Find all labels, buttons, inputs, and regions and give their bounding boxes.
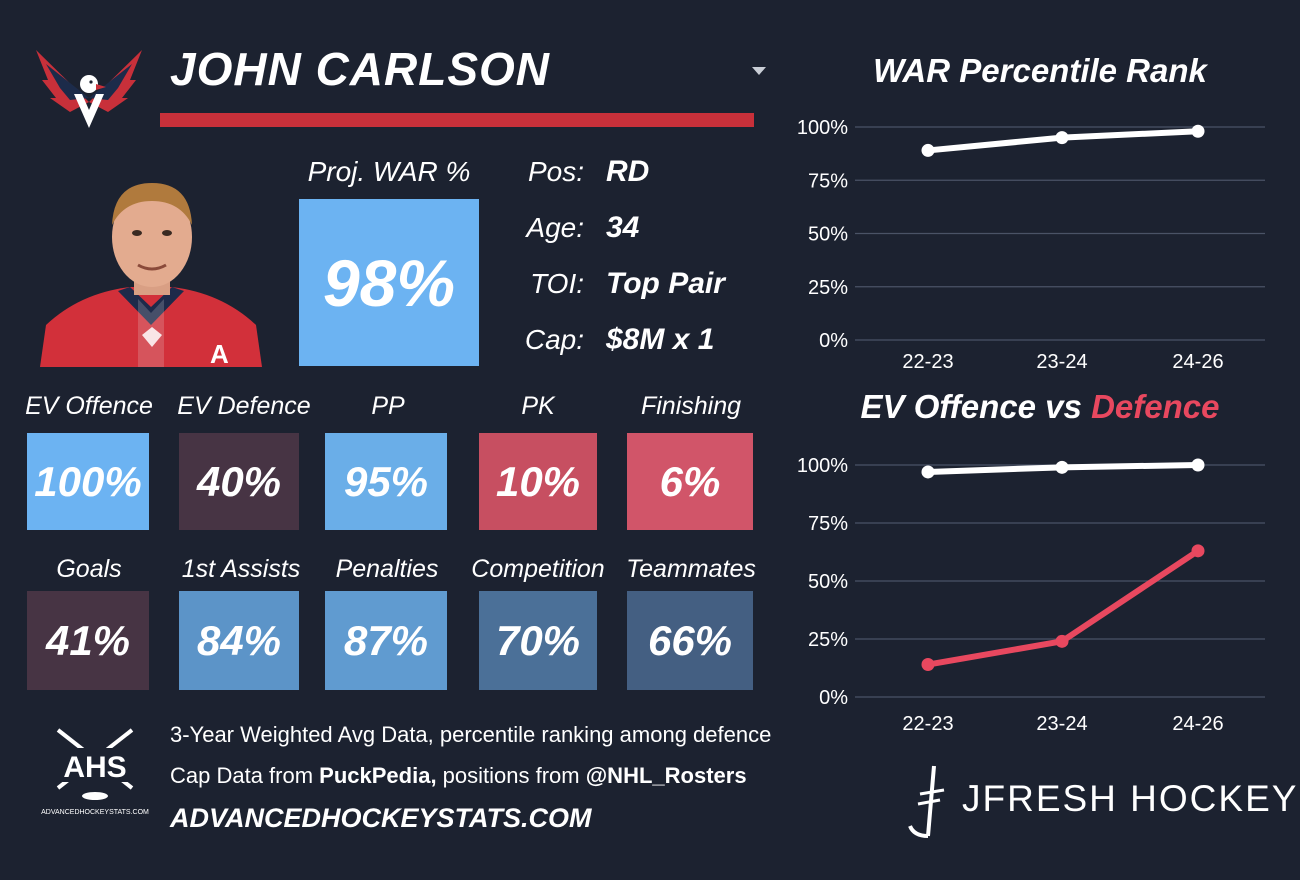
- metric-label-teammates: Teammates: [626, 555, 756, 583]
- metric-value-finishing: 6%: [659, 457, 721, 505]
- x-tick-label: 22-23: [902, 351, 953, 373]
- info-value-position: RD: [606, 155, 650, 188]
- chevron-down-icon[interactable]: [750, 66, 768, 76]
- metric-tile-teammates: 66%: [627, 591, 753, 690]
- svg-text:AHS: AHS: [63, 751, 126, 784]
- site-url-link[interactable]: ADVANCEDHOCKEYSTATS.COM: [170, 803, 592, 833]
- footer-source-nhl-rosters[interactable]: @NHL_Rosters: [585, 763, 747, 788]
- y-tick-label: 25%: [808, 629, 848, 651]
- metric-tile-pp: 95%: [325, 433, 447, 530]
- x-tick-label: 23-24: [1036, 713, 1087, 735]
- data-point: [1191, 458, 1205, 472]
- metric-label-ev-defence: EV Defence: [177, 392, 311, 420]
- metric-value-teammates: 66%: [647, 616, 733, 664]
- info-label-toi: TOI:: [530, 268, 584, 299]
- metric-value-1st-assists: 84%: [196, 616, 282, 664]
- metric-label-finishing: Finishing: [640, 392, 742, 420]
- metric-value-competition: 70%: [495, 616, 581, 664]
- player-headshot: A: [40, 183, 262, 367]
- metric-label-1st-assists: 1st Assists: [181, 555, 301, 583]
- metric-tile-competition: 70%: [479, 591, 597, 690]
- metric-label-penalties: Penalties: [335, 555, 439, 583]
- player-name: JOHN CARLSON: [170, 43, 551, 95]
- metric-tile-finishing: 6%: [627, 433, 753, 530]
- metric-label-competition: Competition: [471, 555, 605, 583]
- metric-tile-1st-assists: 84%: [179, 591, 299, 690]
- data-point: [1055, 634, 1069, 648]
- jfresh-logo: [908, 765, 945, 838]
- info-value-age: 34: [606, 211, 640, 244]
- chart-title-part-defence: Defence: [1091, 388, 1220, 425]
- metric-value-pk: 10%: [495, 457, 581, 505]
- y-tick-label: 75%: [808, 170, 848, 192]
- metric-value-ev-defence: 40%: [196, 457, 282, 505]
- x-tick-label: 24-26: [1172, 351, 1223, 373]
- x-tick-label: 24-26: [1172, 713, 1223, 735]
- svg-text:ADVANCEDHOCKEYSTATS.COM: ADVANCEDHOCKEYSTATS.COM: [41, 809, 149, 816]
- proj-war-tile: 98%: [299, 199, 479, 366]
- war-percentile-chart: 100% 75% 50% 25% 0% 22-23 23-24 24-26: [797, 117, 1265, 373]
- metric-value-ev-offence: 100%: [34, 457, 142, 505]
- chart-title-part-offence: EV Offence vs: [860, 388, 1092, 425]
- metric-value-penalties: 87%: [343, 616, 429, 664]
- metric-tile-ev-offence: 100%: [27, 433, 149, 530]
- y-tick-label: 25%: [808, 277, 848, 299]
- info-label-cap: Cap:: [524, 324, 584, 355]
- info-value-cap: $8M x 1: [606, 323, 715, 356]
- metric-label-pk: PK: [521, 392, 555, 420]
- chart-title-ev-offence-defence: EV Offence vs Defence: [800, 388, 1280, 426]
- x-tick-label: 22-23: [902, 713, 953, 735]
- metric-value-goals: 41%: [45, 616, 131, 664]
- info-label-age: Age:: [526, 212, 584, 243]
- metric-tile-penalties: 87%: [325, 591, 447, 690]
- footer-source-puckpedia[interactable]: PuckPedia,: [319, 763, 437, 788]
- jfresh-brand: JFRESH HOCKEY: [962, 778, 1299, 819]
- footer-sources-prefix: Cap Data from: [170, 763, 320, 788]
- footer-note-sources: Cap Data from PuckPedia, positions from …: [170, 763, 747, 789]
- info-value-toi: Top Pair: [606, 267, 725, 300]
- y-tick-label: 100%: [797, 455, 848, 477]
- data-point: [1191, 544, 1205, 558]
- data-point: [921, 465, 935, 479]
- y-tick-label: 100%: [797, 117, 848, 139]
- y-tick-label: 0%: [819, 330, 848, 352]
- metric-label-ev-offence: EV Offence: [25, 392, 153, 420]
- footer-note-data: 3-Year Weighted Avg Data, percentile ran…: [170, 722, 772, 747]
- data-point: [1055, 460, 1069, 474]
- metric-label-pp: PP: [371, 392, 405, 420]
- metric-tile-goals: 41%: [27, 591, 149, 690]
- y-tick-label: 0%: [819, 687, 848, 709]
- svg-text:A: A: [210, 339, 229, 367]
- data-point: [921, 143, 935, 157]
- data-point: [1055, 131, 1069, 145]
- capitals-eagle-logo: [36, 50, 142, 128]
- ev-offence-defence-chart: 100% 75% 50% 25% 0% 22-23 23-24 24-26: [797, 455, 1265, 735]
- data-point: [921, 658, 935, 672]
- ahs-logo: AHS ADVANCEDHOCKEYSTATS.COM: [41, 728, 149, 816]
- data-point: [1191, 124, 1205, 138]
- y-tick-label: 75%: [808, 513, 848, 535]
- metric-tile-ev-defence: 40%: [179, 433, 299, 530]
- y-tick-label: 50%: [808, 224, 848, 246]
- footer-sources-mid: positions from: [436, 763, 586, 788]
- proj-war-value: 98%: [322, 245, 456, 320]
- metric-tile-pk: 10%: [479, 433, 597, 530]
- info-label-position: Pos:: [527, 156, 584, 187]
- proj-war-label: Proj. WAR %: [307, 156, 471, 187]
- metric-value-pp: 95%: [343, 457, 429, 505]
- x-tick-label: 23-24: [1036, 351, 1087, 373]
- name-underline-bar: [160, 113, 754, 127]
- metric-label-goals: Goals: [56, 555, 122, 583]
- y-tick-label: 50%: [808, 571, 848, 593]
- chart-title-war-percentile: WAR Percentile Rank: [873, 52, 1207, 89]
